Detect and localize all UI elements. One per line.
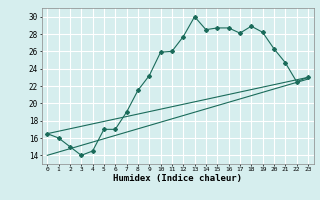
X-axis label: Humidex (Indice chaleur): Humidex (Indice chaleur) bbox=[113, 174, 242, 183]
